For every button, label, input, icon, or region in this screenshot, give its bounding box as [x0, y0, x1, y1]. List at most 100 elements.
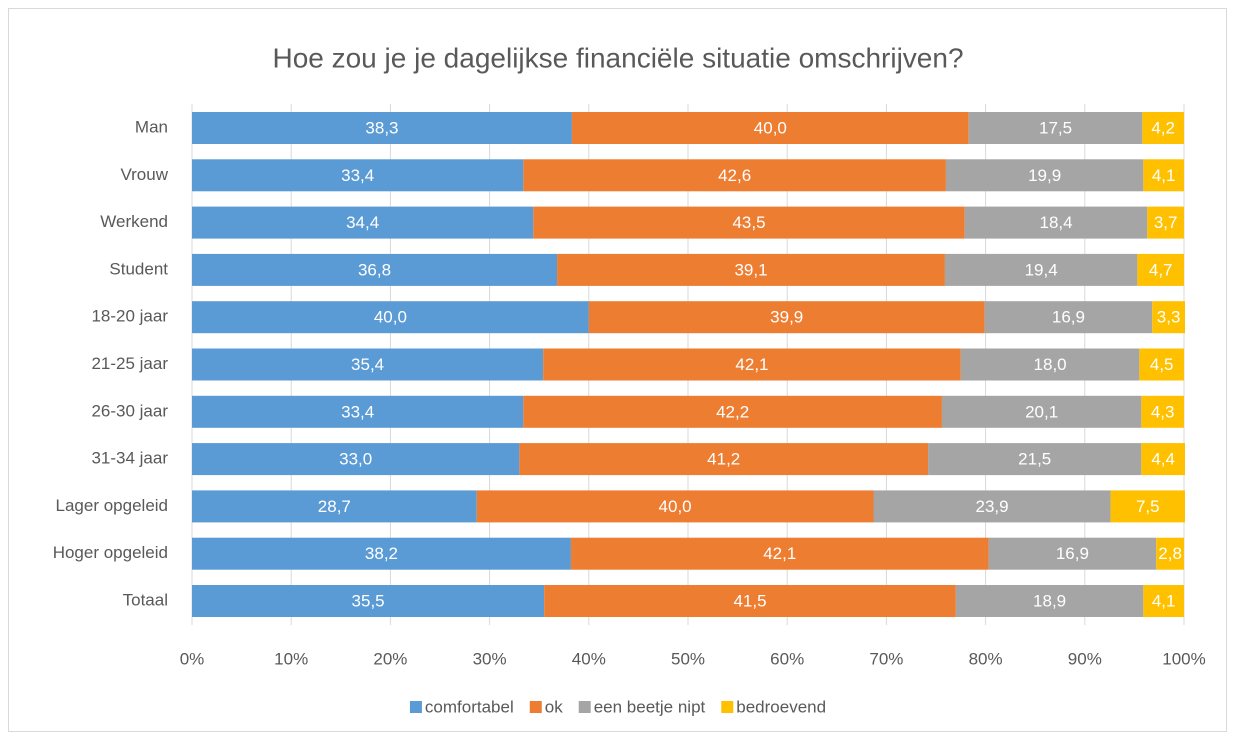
bar-segment: [928, 443, 1142, 476]
bar-segment: [192, 443, 520, 476]
y-tick-label: Werkend: [100, 212, 168, 231]
bar-segment: [192, 206, 534, 239]
x-tick-label: 30%: [473, 649, 507, 668]
bar-segment: [523, 395, 942, 428]
data-label: 40,0: [374, 308, 407, 327]
bar-segment: [1142, 112, 1184, 144]
data-label: 16,9: [1056, 544, 1089, 563]
legend-label: bedroevend: [736, 697, 826, 716]
bar-segment: [968, 112, 1143, 144]
bar-segment: [1141, 443, 1185, 476]
data-label: 20,1: [1025, 402, 1058, 421]
data-label: 3,3: [1157, 308, 1181, 327]
data-label: 40,0: [754, 118, 787, 137]
x-tick-label: 0%: [180, 649, 205, 668]
data-label: 33,4: [341, 402, 374, 421]
y-tick-label: Totaal: [123, 590, 168, 609]
legend-label: een beetje nipt: [594, 697, 706, 716]
bar-segment: [519, 443, 929, 476]
bar-segment: [988, 537, 1157, 570]
x-tick-label: 10%: [274, 649, 308, 668]
x-tick-label: 50%: [671, 649, 705, 668]
bar-segment: [873, 490, 1111, 523]
legend-label: comfortabel: [425, 697, 514, 716]
data-label: 42,6: [718, 166, 751, 185]
chart-title: Hoe zou je je dagelijkse financiële situ…: [272, 42, 963, 73]
data-label: 42,2: [716, 402, 749, 421]
bar-segment: [571, 112, 969, 144]
y-tick-label: Man: [135, 117, 168, 136]
bar-segment: [944, 253, 1138, 286]
bar-segment: [192, 301, 589, 334]
data-label: 36,8: [358, 260, 391, 279]
y-tick-label: 26-30 jaar: [91, 401, 168, 420]
data-label: 38,2: [365, 544, 398, 563]
x-tick-label: 40%: [572, 649, 606, 668]
data-label: 38,3: [365, 118, 398, 137]
bar-segment: [1143, 159, 1184, 192]
y-tick-label: Student: [109, 259, 168, 278]
data-label: 3,7: [1154, 213, 1178, 232]
data-label: 19,4: [1025, 260, 1058, 279]
data-label: 23,9: [976, 497, 1009, 516]
x-tick-label: 70%: [869, 649, 903, 668]
bar-segment: [557, 253, 945, 286]
bar-segment: [523, 159, 946, 192]
bar-segment: [1141, 395, 1184, 428]
bar-segment: [476, 490, 874, 523]
bar-segment: [192, 490, 477, 523]
bar-segment: [544, 585, 956, 617]
bar-segment: [1147, 206, 1184, 239]
x-tick-label: 80%: [969, 649, 1003, 668]
data-label: 40,0: [659, 497, 692, 516]
data-label: 4,2: [1151, 118, 1175, 137]
bar-segment: [1156, 537, 1184, 570]
bar-segment: [945, 159, 1144, 192]
data-label: 28,7: [318, 497, 351, 516]
bar-segment: [960, 348, 1140, 381]
bar-segment: [192, 348, 544, 381]
bar-segment: [192, 159, 524, 192]
data-label: 39,1: [734, 260, 767, 279]
data-label: 43,5: [732, 213, 765, 232]
bar-segment: [192, 537, 571, 570]
data-label: 7,5: [1136, 497, 1160, 516]
data-label: 4,3: [1151, 402, 1175, 421]
bar-segment: [192, 395, 524, 428]
bar-segment: [1152, 301, 1185, 334]
data-label: 39,9: [770, 308, 803, 327]
y-tick-label: Lager opgeleid: [56, 496, 168, 515]
bar-segment: [543, 348, 961, 381]
data-label: 4,5: [1150, 355, 1174, 374]
data-label: 18,9: [1033, 591, 1066, 610]
y-tick-label: 21-25 jaar: [91, 354, 168, 373]
bar-segment: [1143, 585, 1184, 617]
data-label: 41,2: [707, 450, 740, 469]
legend-swatch: [409, 701, 422, 713]
bar-segment: [984, 301, 1153, 334]
x-tick-label: 60%: [770, 649, 804, 668]
data-label: 34,4: [346, 213, 379, 232]
bar-segment: [1137, 253, 1184, 286]
bar-segment: [533, 206, 965, 239]
bar-segment: [964, 206, 1148, 239]
data-label: 42,1: [735, 355, 768, 374]
y-tick-label: Vrouw: [120, 165, 168, 184]
legend-swatch: [529, 701, 542, 713]
data-label: 4,4: [1151, 450, 1175, 469]
data-label: 41,5: [733, 591, 766, 610]
data-label: 21,5: [1018, 450, 1051, 469]
data-label: 35,5: [352, 591, 385, 610]
x-tick-label: 100%: [1162, 649, 1205, 668]
bar-segment: [955, 585, 1144, 617]
data-label: 19,9: [1028, 166, 1061, 185]
data-label: 33,4: [341, 166, 374, 185]
y-tick-label: 31-34 jaar: [91, 449, 168, 468]
bar-segment: [941, 395, 1142, 428]
data-label: 17,5: [1039, 118, 1072, 137]
bar-segment: [570, 537, 989, 570]
bar-segment: [192, 112, 572, 144]
data-label: 33,0: [339, 450, 372, 469]
data-label: 18,0: [1034, 355, 1067, 374]
bar-segment: [588, 301, 985, 334]
